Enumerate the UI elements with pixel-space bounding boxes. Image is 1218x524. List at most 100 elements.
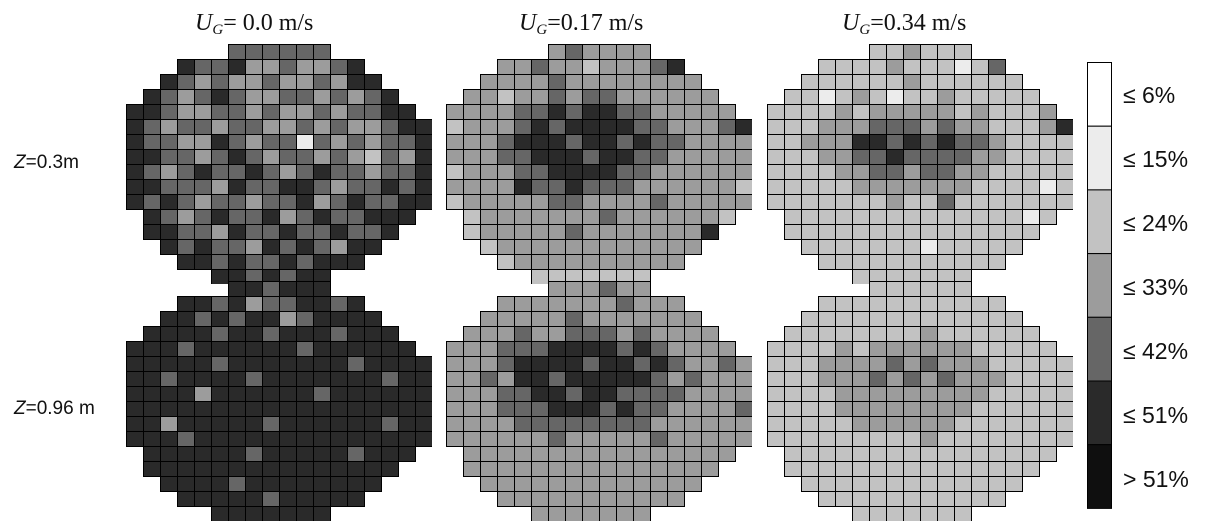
heatmap-cell <box>531 149 549 165</box>
heatmap-cell <box>211 179 229 195</box>
heatmap-cell <box>446 386 464 402</box>
heatmap-cell <box>988 461 1006 477</box>
heatmap-cell <box>313 296 331 312</box>
heatmap-cell <box>582 461 600 477</box>
heatmap-cell <box>633 311 651 327</box>
heatmap-cell <box>937 209 955 225</box>
heatmap-cell <box>1005 431 1023 447</box>
heatmap-cell <box>801 209 819 225</box>
heatmap-cell <box>869 149 887 165</box>
heatmap-cell <box>1022 356 1040 372</box>
heatmap-cell <box>565 164 583 180</box>
heatmap-cell <box>1056 164 1073 180</box>
heatmap-cell <box>1039 194 1057 210</box>
heatmap-cell <box>784 149 802 165</box>
heatmap-cell <box>228 476 246 492</box>
heatmap-cell <box>954 74 972 90</box>
heatmap-cell <box>245 254 263 270</box>
heatmap-cell <box>296 416 314 432</box>
heatmap-cell <box>835 254 853 270</box>
heatmap-cell <box>228 401 246 417</box>
heatmap-cell <box>398 119 416 135</box>
heatmap-cell <box>616 254 634 270</box>
heatmap-cell <box>920 356 938 372</box>
column-title-symbol: U <box>842 10 860 36</box>
heatmap-cell <box>160 326 178 342</box>
heatmap-cell <box>701 104 719 120</box>
heatmap-cell <box>1056 431 1073 447</box>
heatmap-cell <box>480 341 498 357</box>
heatmap-cell <box>767 401 785 417</box>
heatmap-cell <box>415 194 432 210</box>
heatmap-cell <box>903 461 921 477</box>
heatmap-cell <box>245 461 263 477</box>
heatmap-cell <box>364 401 382 417</box>
heatmap-cell <box>160 74 178 90</box>
heatmap-cell <box>313 239 331 255</box>
heatmap-cell <box>514 119 532 135</box>
heatmap-cell <box>633 149 651 165</box>
heatmap-cell <box>296 431 314 447</box>
heatmap-cell <box>633 461 651 477</box>
heatmap-cell <box>599 164 617 180</box>
heatmap-cell <box>599 134 617 150</box>
heatmap-cell <box>767 356 785 372</box>
heatmap-cell <box>954 281 972 297</box>
heatmap-cell <box>650 149 668 165</box>
heatmap-cell <box>398 416 416 432</box>
heatmap-cell <box>954 326 972 342</box>
heatmap-cell <box>988 446 1006 462</box>
heatmap-cell <box>279 224 297 240</box>
heatmap-cell <box>1005 341 1023 357</box>
heatmap-cell <box>903 104 921 120</box>
heatmap-cell <box>818 194 836 210</box>
heatmap-cell <box>514 149 532 165</box>
heatmap-cell <box>531 371 549 387</box>
heatmap-cell <box>633 44 651 60</box>
heatmap-cell <box>177 476 195 492</box>
heatmap-cell <box>347 416 365 432</box>
heatmap-cell <box>852 476 870 492</box>
heatmap-cell <box>194 134 212 150</box>
heatmap-cell <box>801 431 819 447</box>
heatmap-cell <box>1022 386 1040 402</box>
heatmap-cell <box>313 254 331 270</box>
heatmap-cell <box>718 371 736 387</box>
heatmap-cell <box>497 119 515 135</box>
heatmap-cell <box>616 446 634 462</box>
heatmap-cell <box>784 164 802 180</box>
heatmap-cell <box>565 311 583 327</box>
heatmap-cell <box>228 239 246 255</box>
heatmap-cell <box>279 446 297 462</box>
heatmap-cell <box>177 224 195 240</box>
heatmap-cell <box>701 179 719 195</box>
heatmap-cell <box>514 164 532 180</box>
heatmap-cell <box>446 431 464 447</box>
heatmap-cell <box>684 326 702 342</box>
heatmap-cell <box>160 416 178 432</box>
heatmap-cell <box>818 326 836 342</box>
heatmap-cell <box>684 416 702 432</box>
column-title-symbol: U <box>519 10 537 36</box>
heatmap-cell <box>279 311 297 327</box>
heatmap-cell <box>835 491 853 507</box>
heatmap-cell <box>735 119 752 135</box>
heatmap-cell <box>582 119 600 135</box>
heatmap-cell <box>903 179 921 195</box>
heatmap-cell <box>582 194 600 210</box>
heatmap-cell <box>582 239 600 255</box>
heatmap-cell <box>514 89 532 105</box>
heatmap-cell <box>160 89 178 105</box>
heatmap-cell <box>920 89 938 105</box>
heatmap-cell <box>767 149 785 165</box>
heatmap-cell <box>599 461 617 477</box>
heatmap-cell <box>514 194 532 210</box>
heatmap-cell <box>330 401 348 417</box>
heatmap-cell <box>262 89 280 105</box>
heatmap-cell <box>886 44 904 60</box>
heatmap-cell <box>228 89 246 105</box>
column-title-2: UG=0.34 m/s <box>842 6 966 40</box>
column-title-symbol: U <box>195 10 213 36</box>
heatmap-cell <box>228 254 246 270</box>
heatmap-cell <box>599 371 617 387</box>
